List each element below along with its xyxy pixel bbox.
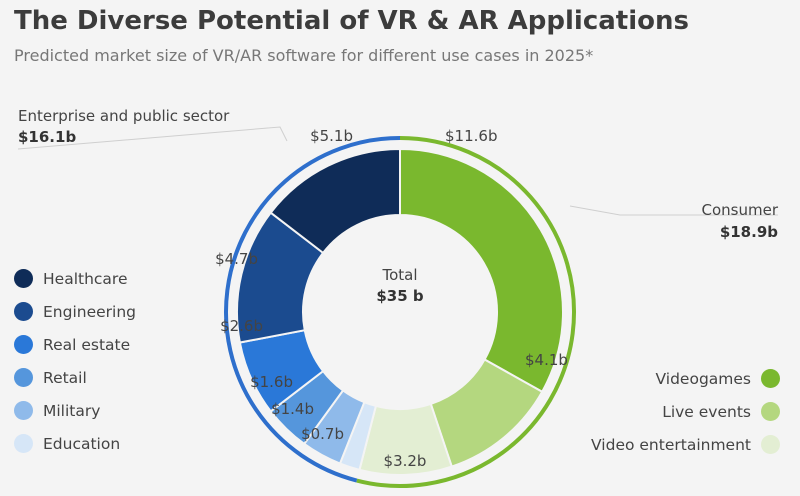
leader-line-enterprise xyxy=(17,126,288,150)
center-total-value: $35 b xyxy=(376,287,424,305)
legend-item-healthcare: Healthcare xyxy=(14,262,136,295)
slice-label-education: $0.7b xyxy=(301,425,344,443)
leader-lines xyxy=(17,126,778,216)
slice-value-labels: $11.6b $4.1b $3.2b $0.7b $1.4b $1.6b $2.6b $4.7… xyxy=(215,127,568,470)
group-ring-consumer xyxy=(356,136,577,488)
legend-swatch xyxy=(14,368,33,387)
slice-label-real-estate: $2.6b xyxy=(220,317,263,335)
legend-swatch xyxy=(761,369,780,388)
slice-label-video-entertainment: $3.2b xyxy=(384,452,427,470)
legend-swatch xyxy=(761,435,780,454)
chart-title: The Diverse Potential of VR & AR Applica… xyxy=(14,6,689,36)
group-label-enterprise: Enterprise and public sector xyxy=(18,107,230,125)
legend-item-live-events: Live events xyxy=(591,395,780,428)
leader-line-consumer xyxy=(569,205,778,216)
legend-label: Live events xyxy=(662,402,751,421)
legend-label: Military xyxy=(43,401,101,420)
legend-swatch xyxy=(761,402,780,421)
legend-label: Healthcare xyxy=(43,269,128,288)
slice-label-military: $1.4b xyxy=(271,400,314,418)
chart-subtitle: Predicted market size of VR/AR software … xyxy=(14,46,594,65)
legend-enterprise: Healthcare Engineering Real estate Retai… xyxy=(14,262,136,460)
slice-label-retail: $1.6b xyxy=(250,373,293,391)
legend-swatch xyxy=(14,302,33,321)
group-label-consumer: Consumer xyxy=(701,201,779,219)
legend-item-video-entertainment: Video entertainment xyxy=(591,428,780,461)
legend-swatch xyxy=(14,335,33,354)
legend-swatch xyxy=(14,269,33,288)
outer-group-ring xyxy=(224,136,577,488)
legend-label: Retail xyxy=(43,368,87,387)
slice-label-healthcare: $5.1b xyxy=(310,127,353,145)
legend-label: Engineering xyxy=(43,302,136,321)
legend-item-retail: Retail xyxy=(14,361,136,394)
donut-slice-healthcare xyxy=(269,147,401,255)
legend-item-education: Education xyxy=(14,427,136,460)
group-value-consumer: $18.9b xyxy=(719,223,778,241)
group-value-enterprise: $16.1b xyxy=(18,128,77,146)
group-ring-enterprise xyxy=(224,136,401,483)
legend-label: Video entertainment xyxy=(591,435,751,454)
legend-consumer: Videogames Live events Video entertainme… xyxy=(591,362,780,461)
legend-item-military: Military xyxy=(14,394,136,427)
legend-swatch xyxy=(14,434,33,453)
legend-item-videogames: Videogames xyxy=(591,362,780,395)
donut-slices xyxy=(236,147,564,476)
donut-slice-videogames xyxy=(399,147,564,394)
slice-label-videogames: $11.6b xyxy=(445,127,497,145)
legend-item-real-estate: Real estate xyxy=(14,328,136,361)
legend-label: Education xyxy=(43,434,121,453)
legend-swatch xyxy=(14,401,33,420)
slice-label-live-events: $4.1b xyxy=(525,351,568,369)
center-total-label: Total xyxy=(381,266,417,284)
slice-label-engineering: $4.7b xyxy=(215,250,258,268)
legend-item-engineering: Engineering xyxy=(14,295,136,328)
legend-label: Real estate xyxy=(43,335,131,354)
legend-label: Videogames xyxy=(655,369,751,388)
